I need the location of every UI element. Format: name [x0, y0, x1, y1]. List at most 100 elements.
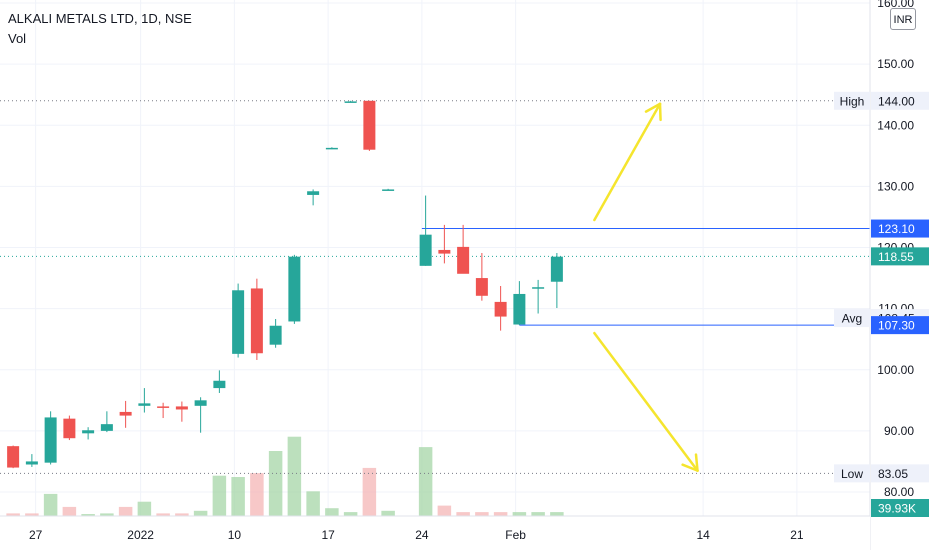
volume-bar[interactable]: [156, 513, 170, 516]
time-tick-label: Feb: [505, 528, 526, 542]
candle-body[interactable]: [344, 101, 357, 103]
volume-value-tag[interactable]: [871, 499, 929, 517]
candle-body[interactable]: [194, 400, 207, 406]
candle-body[interactable]: [494, 301, 507, 317]
trend-arrow-shaft[interactable]: [593, 331, 699, 472]
price-line-name-tag[interactable]: [834, 464, 870, 483]
volume-bar[interactable]: [418, 447, 433, 516]
volume-indicator-label: Vol: [8, 31, 27, 46]
candle-body[interactable]: [250, 288, 263, 354]
time-tick-label: 17: [321, 528, 335, 542]
candle-body[interactable]: [550, 256, 563, 282]
trend-arrow-head[interactable]: [658, 102, 662, 122]
candle-body[interactable]: [288, 256, 301, 322]
price-line-value-label: 144.00: [878, 94, 915, 108]
price-line-name-tag[interactable]: [834, 91, 870, 110]
candle-body[interactable]: [82, 430, 95, 434]
candle-body[interactable]: [119, 411, 132, 416]
trend-arrow-head[interactable]: [644, 102, 662, 113]
price-line-name-label: Low: [841, 467, 863, 481]
candle-body[interactable]: [44, 417, 57, 463]
volume-bar[interactable]: [62, 506, 77, 516]
volume-bar[interactable]: [306, 491, 320, 516]
volume-bar[interactable]: [531, 512, 545, 516]
chart-legend: ALKALI METALS LTD, 1D, NSE Vol: [8, 9, 192, 49]
time-tick-label: 2022: [127, 528, 154, 542]
volume-bar[interactable]: [175, 513, 189, 516]
price-line-value-tag[interactable]: [871, 91, 929, 110]
candle-body[interactable]: [213, 380, 226, 389]
price-tick-label: 150.00: [877, 57, 914, 71]
price-line-value-tag[interactable]: [871, 316, 929, 335]
candle-body[interactable]: [63, 418, 76, 439]
candle-body[interactable]: [513, 293, 526, 325]
volume-bar[interactable]: [381, 510, 395, 516]
volume-bar[interactable]: [550, 512, 564, 516]
candle-body[interactable]: [269, 325, 282, 345]
volume-bar[interactable]: [362, 467, 377, 516]
trend-arrow-head[interactable]: [681, 463, 699, 472]
volume-bar[interactable]: [25, 513, 39, 516]
candle-body[interactable]: [382, 189, 395, 191]
candle-body[interactable]: [475, 278, 488, 296]
candle-body[interactable]: [100, 424, 113, 431]
volume-bar[interactable]: [231, 477, 245, 516]
time-axis[interactable]: [0, 516, 870, 551]
candle-body[interactable]: [438, 249, 451, 254]
volume-bar[interactable]: [250, 473, 264, 516]
volume-bar[interactable]: [512, 512, 527, 516]
price-tick-label: 160.00: [877, 0, 914, 10]
volume-bar[interactable]: [475, 512, 489, 516]
volume-bar[interactable]: [193, 510, 208, 516]
volume-bar[interactable]: [137, 501, 152, 516]
volume-bar[interactable]: [212, 475, 227, 516]
price-tick-label: 90.00: [884, 424, 914, 438]
price-tick-label: 100.00: [877, 363, 914, 377]
candle-body[interactable]: [7, 446, 20, 468]
candle-body[interactable]: [157, 406, 170, 408]
candle-body[interactable]: [419, 234, 432, 266]
price-tick-label: 80.00: [884, 485, 914, 499]
candle-body[interactable]: [457, 246, 470, 274]
candle-body[interactable]: [532, 287, 545, 289]
volume-bar[interactable]: [100, 513, 114, 516]
candle-body[interactable]: [232, 290, 245, 354]
price-line-value-tag[interactable]: [871, 219, 929, 238]
price-axis[interactable]: [870, 0, 932, 550]
price-line-value-tag[interactable]: [871, 464, 929, 483]
candle-body[interactable]: [25, 461, 38, 465]
volume-bar[interactable]: [493, 512, 508, 516]
price-line-value-label: 107.30: [878, 319, 915, 333]
time-tick-label: 10: [228, 528, 242, 542]
candle-body[interactable]: [363, 100, 376, 150]
volume-bar[interactable]: [343, 512, 358, 516]
time-tick-label: 14: [696, 528, 710, 542]
volume-bar[interactable]: [268, 451, 283, 516]
trend-arrow-head[interactable]: [694, 453, 699, 472]
chart-title: ALKALI METALS LTD, 1D, NSE: [8, 11, 192, 26]
time-tick-label: 27: [29, 528, 43, 542]
volume-bar[interactable]: [437, 505, 452, 516]
candle-body[interactable]: [325, 147, 338, 150]
volume-bar[interactable]: [43, 493, 58, 516]
volume-bar[interactable]: [325, 508, 339, 516]
price-line-name-tag[interactable]: [834, 309, 870, 328]
currency-badge[interactable]: INR: [890, 8, 916, 30]
trend-arrow-shaft[interactable]: [593, 102, 662, 222]
volume-bar[interactable]: [287, 436, 302, 516]
price-line-name-label: High: [840, 94, 865, 108]
time-tick-label: 21: [790, 528, 804, 542]
volume-bar[interactable]: [118, 506, 133, 516]
volume-value-label: 39.93K: [878, 502, 916, 516]
candle-body[interactable]: [138, 403, 151, 406]
volume-bar[interactable]: [6, 513, 20, 516]
candle-body[interactable]: [175, 406, 188, 410]
volume-bar[interactable]: [456, 512, 470, 516]
price-line-value-tag[interactable]: [871, 247, 929, 266]
candle-body[interactable]: [307, 191, 320, 195]
volume-bar[interactable]: [81, 514, 95, 516]
price-line-name-label: Avg: [842, 312, 862, 326]
